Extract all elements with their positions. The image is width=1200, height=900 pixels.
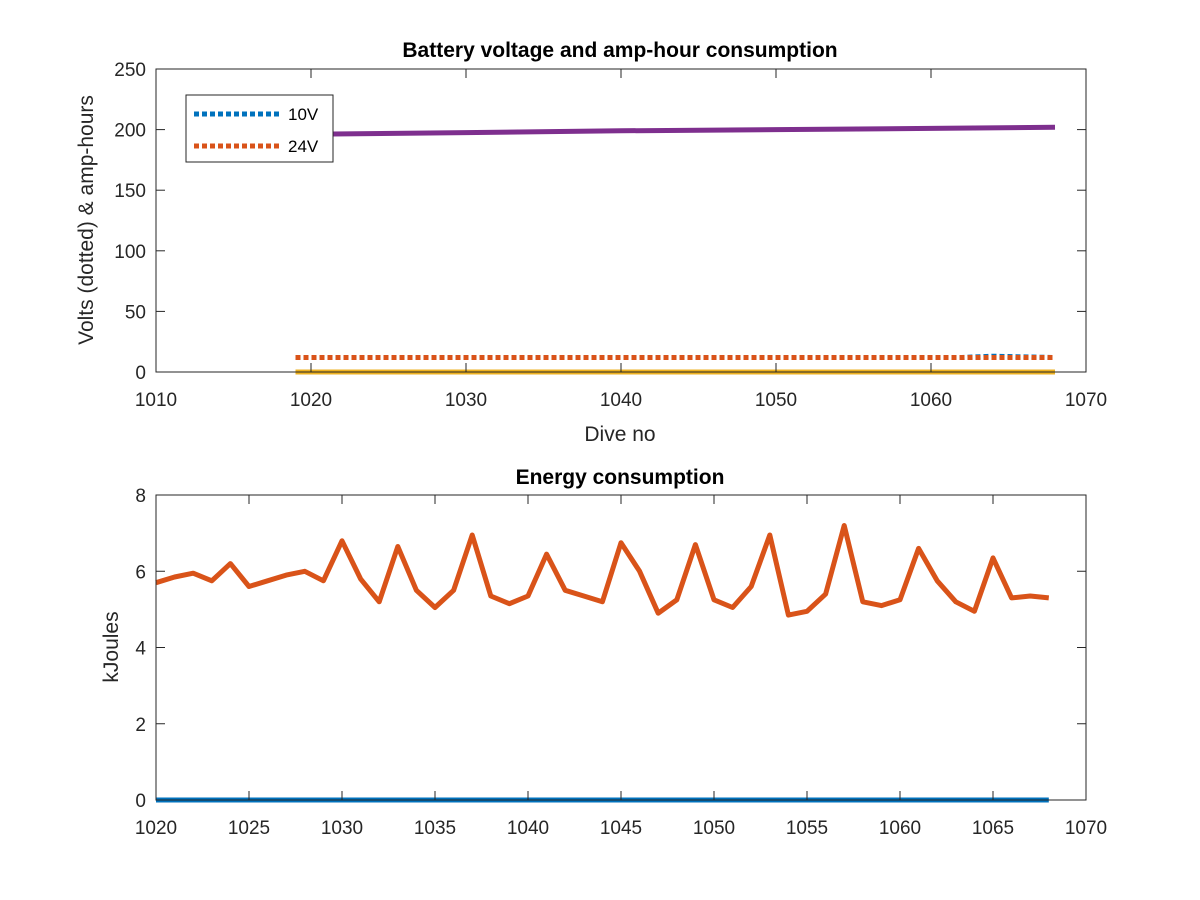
energy-x-tick-label: 1065 xyxy=(972,818,1014,839)
voltage-y-tick-label: 0 xyxy=(135,363,146,384)
energy-x-tick-label: 1045 xyxy=(600,818,642,839)
voltage-x-tick-label: 1030 xyxy=(445,390,487,411)
energy-x-tick-label: 1035 xyxy=(414,818,456,839)
voltage-x-tick-label: 1060 xyxy=(910,390,952,411)
energy-axes: Energy consumption 1020 1025 1030 1035 1040 1… xyxy=(100,466,1107,839)
energy-x-tick-label: 1050 xyxy=(693,818,735,839)
voltage-x-ticks: 1010 1020 1030 1040 1050 1060 1070 xyxy=(135,69,1107,411)
voltage-y-tick-label: 150 xyxy=(114,181,146,202)
energy-chart-title: Energy consumption xyxy=(516,466,725,489)
voltage-x-tick-label: 1050 xyxy=(755,390,797,411)
legend-label-10v: 10V xyxy=(288,105,319,124)
energy-x-tick-label: 1025 xyxy=(228,818,270,839)
energy-x-tick-label: 1060 xyxy=(879,818,921,839)
voltage-y-tick-label: 50 xyxy=(125,302,146,323)
legend-label-24v: 24V xyxy=(288,137,319,156)
energy-y-tick-label: 8 xyxy=(135,486,146,507)
voltage-y-tick-label: 100 xyxy=(114,242,146,263)
energy-x-tick-label: 1055 xyxy=(786,818,828,839)
voltage-x-tick-label: 1070 xyxy=(1065,390,1107,411)
energy-y-tick-label: 0 xyxy=(135,791,146,812)
energy-y-tick-label: 4 xyxy=(135,639,146,660)
energy-x-tick-label: 1040 xyxy=(507,818,549,839)
energy-y-ticks: 0 2 4 6 8 xyxy=(135,486,1086,812)
energy-plot-area xyxy=(155,523,1050,803)
voltage-y-tick-label: 200 xyxy=(114,121,146,142)
voltage-legend: 10V 24V xyxy=(185,94,334,163)
voltage-x-tick-label: 1040 xyxy=(600,390,642,411)
energy-y-axis-label: kJoules xyxy=(100,611,123,682)
voltage-y-axis-label: Volts (dotted) & amp-hours xyxy=(75,95,98,345)
voltage-plot-area xyxy=(295,124,1056,375)
legend-box xyxy=(185,94,334,163)
voltage-y-ticks: 0 50 100 150 200 250 xyxy=(114,60,1086,384)
energy-x-tick-label: 1070 xyxy=(1065,818,1107,839)
energy-consumption-line xyxy=(155,523,1050,618)
energy-x-tick-label: 1020 xyxy=(135,818,177,839)
voltage-x-tick-label: 1010 xyxy=(135,390,177,411)
voltage-axes: Battery voltage and amp-hour consumption… xyxy=(75,39,1107,446)
energy-y-tick-label: 6 xyxy=(135,562,146,583)
voltage-x-axis-label: Dive no xyxy=(584,423,655,446)
voltage-x-tick-label: 1020 xyxy=(290,390,332,411)
energy-x-tick-label: 1030 xyxy=(321,818,363,839)
energy-y-tick-label: 2 xyxy=(135,715,146,736)
energy-x-ticks: 1020 1025 1030 1035 1040 1045 1050 1055 1060 1065… xyxy=(135,495,1107,839)
voltage-y-tick-label: 250 xyxy=(114,60,146,81)
voltage-chart-title: Battery voltage and amp-hour consumption xyxy=(402,39,837,62)
amp-hours-purple-line xyxy=(295,124,1056,137)
